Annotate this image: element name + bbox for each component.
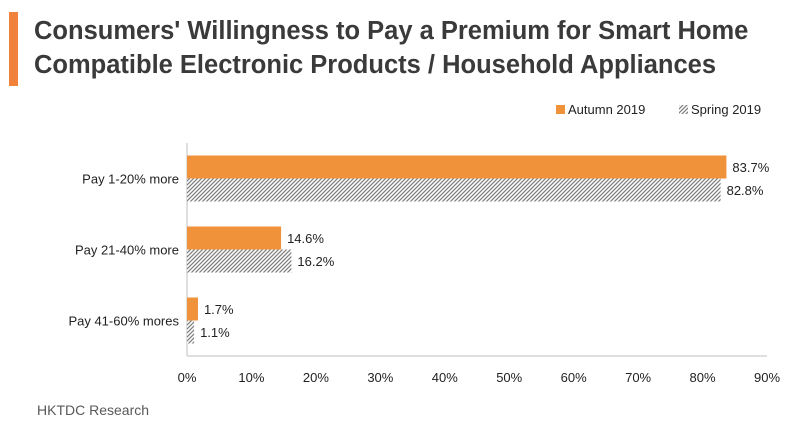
x-tick-label: 70% — [625, 370, 651, 385]
chart-title-line-2: Compatible Electronic Products / Househo… — [34, 51, 717, 79]
legend-swatch-spring-2019 — [679, 105, 688, 114]
x-tick-label: 30% — [367, 370, 393, 385]
data-label-spring-2019: 1.1% — [200, 325, 230, 340]
bar-spring-2019 — [187, 320, 195, 344]
chart-title: Consumers' Willingness to Pay a Premium … — [34, 14, 794, 82]
category-label: Pay 1-20% more — [82, 172, 179, 187]
x-tick-label: 80% — [690, 370, 716, 385]
chart-title-line-1: Consumers' Willingness to Pay a Premium … — [34, 17, 749, 45]
bar-spring-2019 — [187, 178, 721, 202]
legend-swatch-autumn-2019 — [556, 105, 565, 114]
category-label: Pay 41-60% mores — [68, 314, 179, 329]
data-label-spring-2019: 16.2% — [297, 254, 334, 269]
data-label-autumn-2019: 83.7% — [732, 160, 769, 175]
category-label: Pay 21-40% more — [75, 243, 179, 258]
legend-label-spring-2019: Spring 2019 — [691, 102, 761, 117]
data-label-spring-2019: 82.8% — [727, 183, 764, 198]
data-label-autumn-2019: 1.7% — [204, 302, 234, 317]
x-tick-label: 60% — [561, 370, 587, 385]
x-tick-label: 20% — [303, 370, 329, 385]
x-tick-label: 10% — [238, 370, 264, 385]
x-tick-label: 40% — [432, 370, 458, 385]
source-note: HKTDC Research — [37, 402, 150, 418]
bar-spring-2019 — [187, 249, 292, 273]
data-label-autumn-2019: 14.6% — [287, 231, 324, 246]
title-accent-bar — [9, 12, 18, 86]
x-tick-label: 50% — [496, 370, 522, 385]
bar-autumn-2019 — [187, 155, 727, 179]
bar-autumn-2019 — [187, 297, 198, 321]
legend-label-autumn-2019: Autumn 2019 — [568, 102, 645, 117]
bar-autumn-2019 — [187, 226, 282, 250]
x-tick-label: 0% — [178, 370, 197, 385]
x-tick-label: 90% — [754, 370, 780, 385]
